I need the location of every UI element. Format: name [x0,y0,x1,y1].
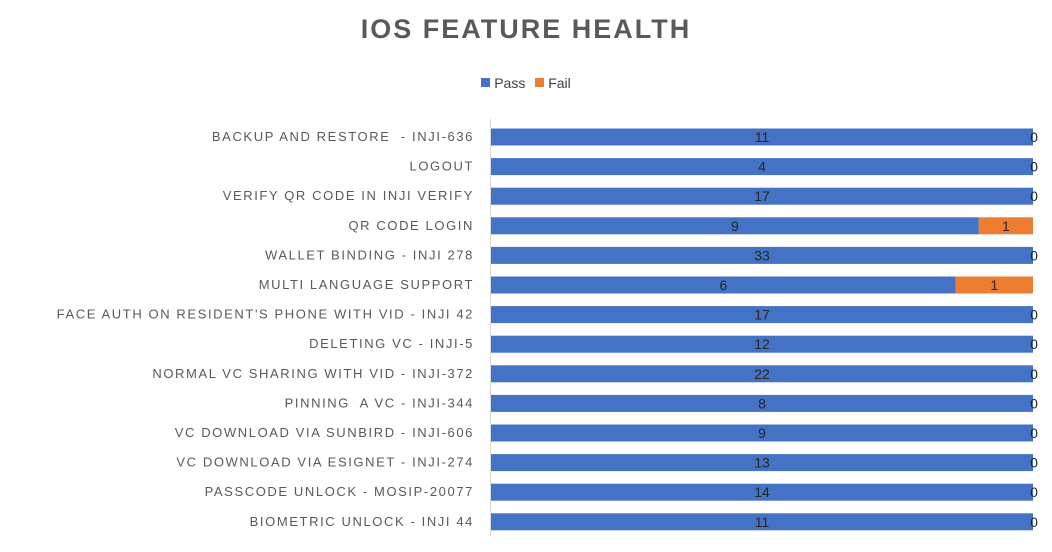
data-label-fail: 0 [1030,307,1038,323]
bar-pass [491,276,956,294]
legend-item-fail: Fail [535,75,571,91]
category-label: DELETING VC - INJI-5 [309,336,474,351]
bar-pass [491,394,1033,412]
category-label: FACE AUTH ON RESIDENT'S PHONE WITH VID -… [57,307,474,322]
bar-pass [491,306,1033,324]
category-label: BIOMETRIC UNLOCK - INJI 44 [250,514,474,529]
data-label-fail: 0 [1030,247,1038,263]
data-label-pass: 14 [754,484,770,500]
data-label-fail: 0 [1030,188,1038,204]
data-label-pass: 6 [719,277,727,293]
data-label-fail: 0 [1030,425,1038,441]
bar-pass [491,335,1033,353]
category-label: PASSCODE UNLOCK - MOSIP-20077 [205,484,474,499]
category-label: MULTI LANGUAGE SUPPORT [259,277,474,292]
bar-pass [491,424,1033,442]
bar-pass [491,217,979,235]
data-label-pass: 11 [755,514,770,530]
legend: Pass Fail [0,74,1052,91]
data-label-fail: 1 [990,277,998,293]
category-label: WALLET BINDING - INJI 278 [265,247,474,262]
data-label-pass: 9 [731,218,739,234]
data-label-pass: 17 [754,188,770,204]
bar-fail [955,276,1033,294]
data-label-fail: 0 [1030,484,1038,500]
legend-label-fail: Fail [548,74,571,91]
data-label-pass: 33 [754,247,770,263]
data-label-fail: 0 [1030,455,1038,471]
category-label: LOGOUT [410,159,475,174]
data-label-pass: 4 [758,159,766,175]
legend-item-pass: Pass [481,75,525,91]
legend-swatch-fail [535,78,545,87]
bar-pass [491,187,1033,205]
legend-label-pass: Pass [494,74,526,91]
category-label: BACKUP AND RESTORE - INJI-636 [212,129,474,144]
bar-pass [491,365,1033,383]
data-label-fail: 0 [1030,514,1038,530]
bar-pass [491,128,1033,146]
bar-pass [491,483,1033,501]
data-label-fail: 0 [1030,336,1038,352]
data-label-fail: 0 [1030,395,1038,411]
bar-pass [491,158,1033,176]
chart-title: IOS FEATURE HEALTH [360,14,692,44]
category-label: VC DOWNLOAD VIA ESIGNET - INJI-274 [176,455,474,470]
data-label-pass: 11 [755,129,770,145]
bar-pass [491,454,1033,472]
data-label-pass: 22 [754,366,770,382]
data-label-pass: 13 [754,455,770,471]
bar-pass [491,246,1033,264]
data-label-pass: 8 [758,395,766,411]
category-label: VC DOWNLOAD VIA SUNBIRD - INJI-606 [175,425,474,440]
bar-fail [978,217,1033,235]
data-label-pass: 9 [758,425,766,441]
category-label: NORMAL VC SHARING WITH VID - INJI-372 [152,366,474,381]
category-label: QR CODE LOGIN [348,218,474,233]
data-label-fail: 1 [1002,218,1010,234]
bar-pass [491,513,1033,531]
legend-swatch-pass [481,78,491,87]
data-label-fail: 0 [1030,366,1038,382]
data-label-fail: 0 [1030,159,1038,175]
data-label-fail: 0 [1030,129,1038,145]
category-label: VERIFY QR CODE IN INJI VERIFY [223,188,474,203]
data-label-pass: 12 [754,336,770,352]
data-label-pass: 17 [754,307,770,323]
category-label: PINNING A VC - INJI-344 [285,395,474,410]
